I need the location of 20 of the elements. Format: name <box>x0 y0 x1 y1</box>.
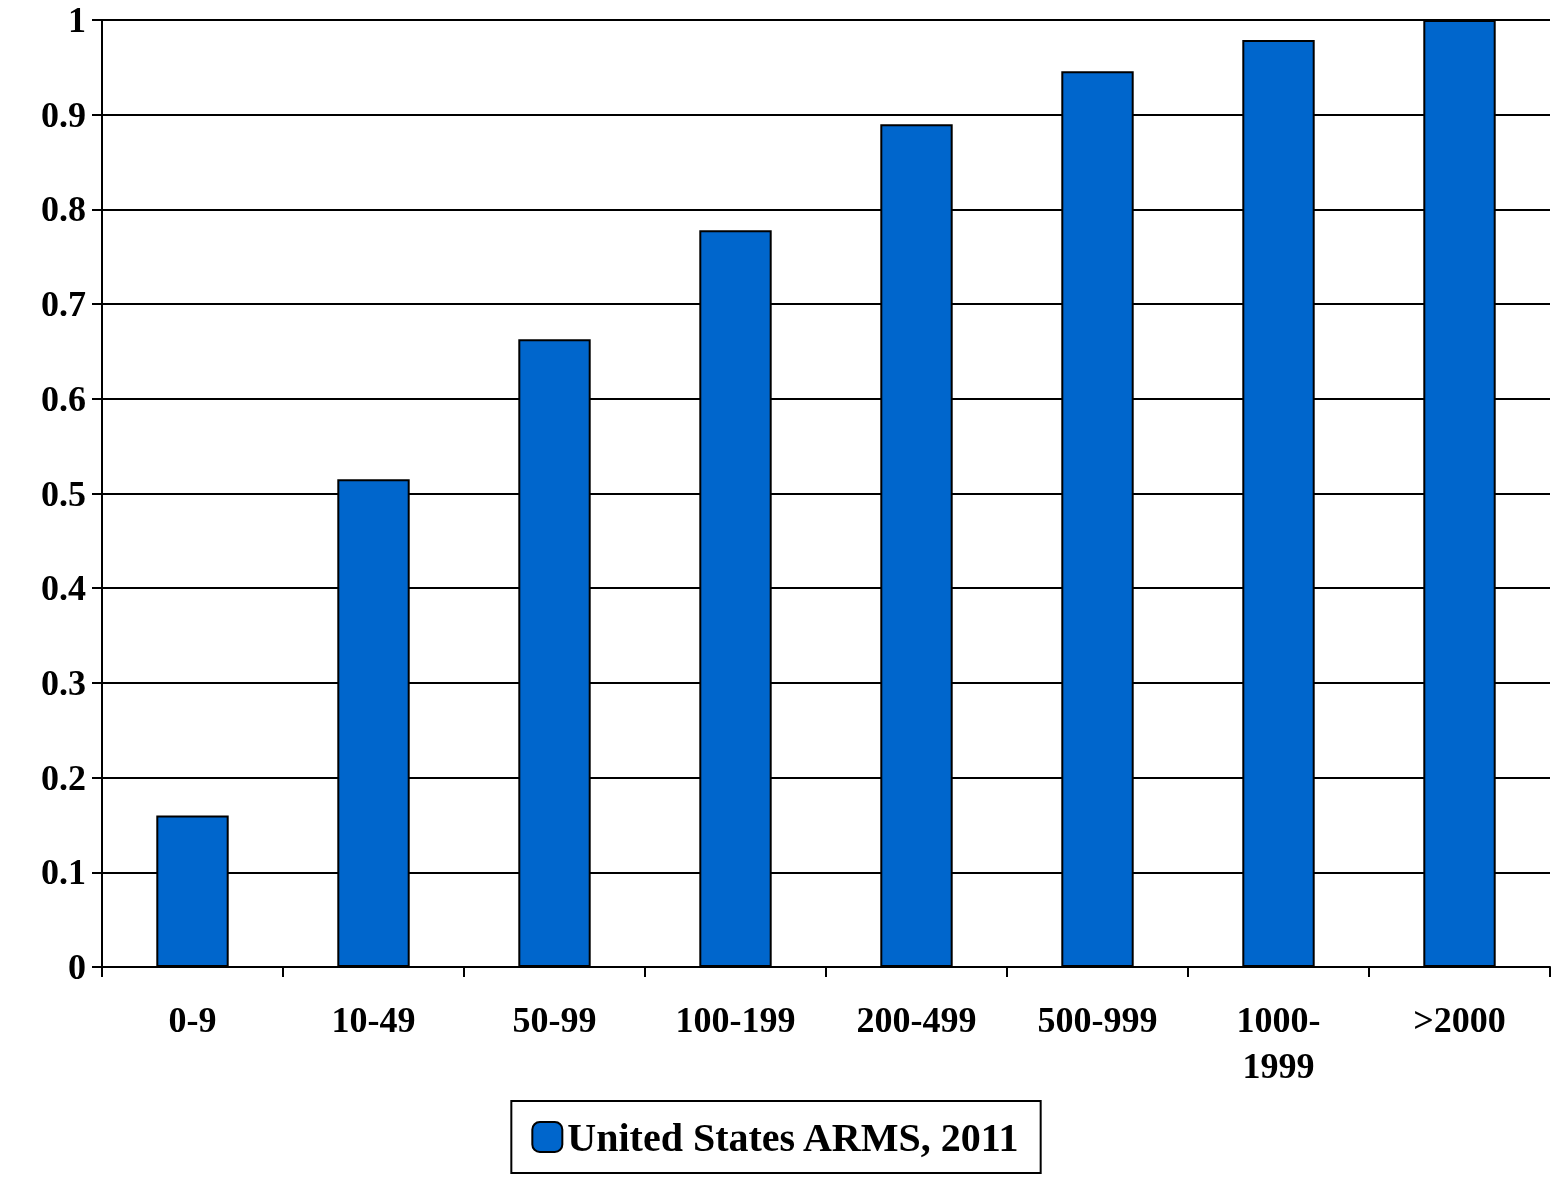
y-tick-label: 0.6 <box>41 378 86 419</box>
y-tick-label: 0.1 <box>41 852 86 893</box>
x-tick-label: 50-99 <box>512 1000 597 1040</box>
y-tick-label: 1 <box>68 0 86 40</box>
x-tick-label: 1000-1999 <box>1236 1000 1321 1086</box>
y-tick-label: 0.7 <box>41 284 86 325</box>
x-tick-label: 500-999 <box>1037 1000 1158 1040</box>
y-tick-label: 0.9 <box>41 94 86 135</box>
y-tick-label: 0.3 <box>41 662 86 703</box>
x-tick-label: 200-499 <box>856 1000 977 1040</box>
y-tick-label: 0.8 <box>41 189 86 230</box>
x-tick-label: 10-49 <box>331 1000 416 1040</box>
y-tick-label: 0.5 <box>41 473 86 514</box>
x-tick-label: >2000 <box>1413 1000 1506 1040</box>
y-tick-label: 0.4 <box>41 568 86 609</box>
x-tick-label: 100-199 <box>675 1000 796 1040</box>
x-tick-label: 0-9 <box>168 1000 217 1040</box>
y-tick-label: 0.2 <box>41 757 86 798</box>
y-tick-label: 0 <box>68 947 86 987</box>
legend-label: United States ARMS, 2011 <box>567 1114 1019 1160</box>
